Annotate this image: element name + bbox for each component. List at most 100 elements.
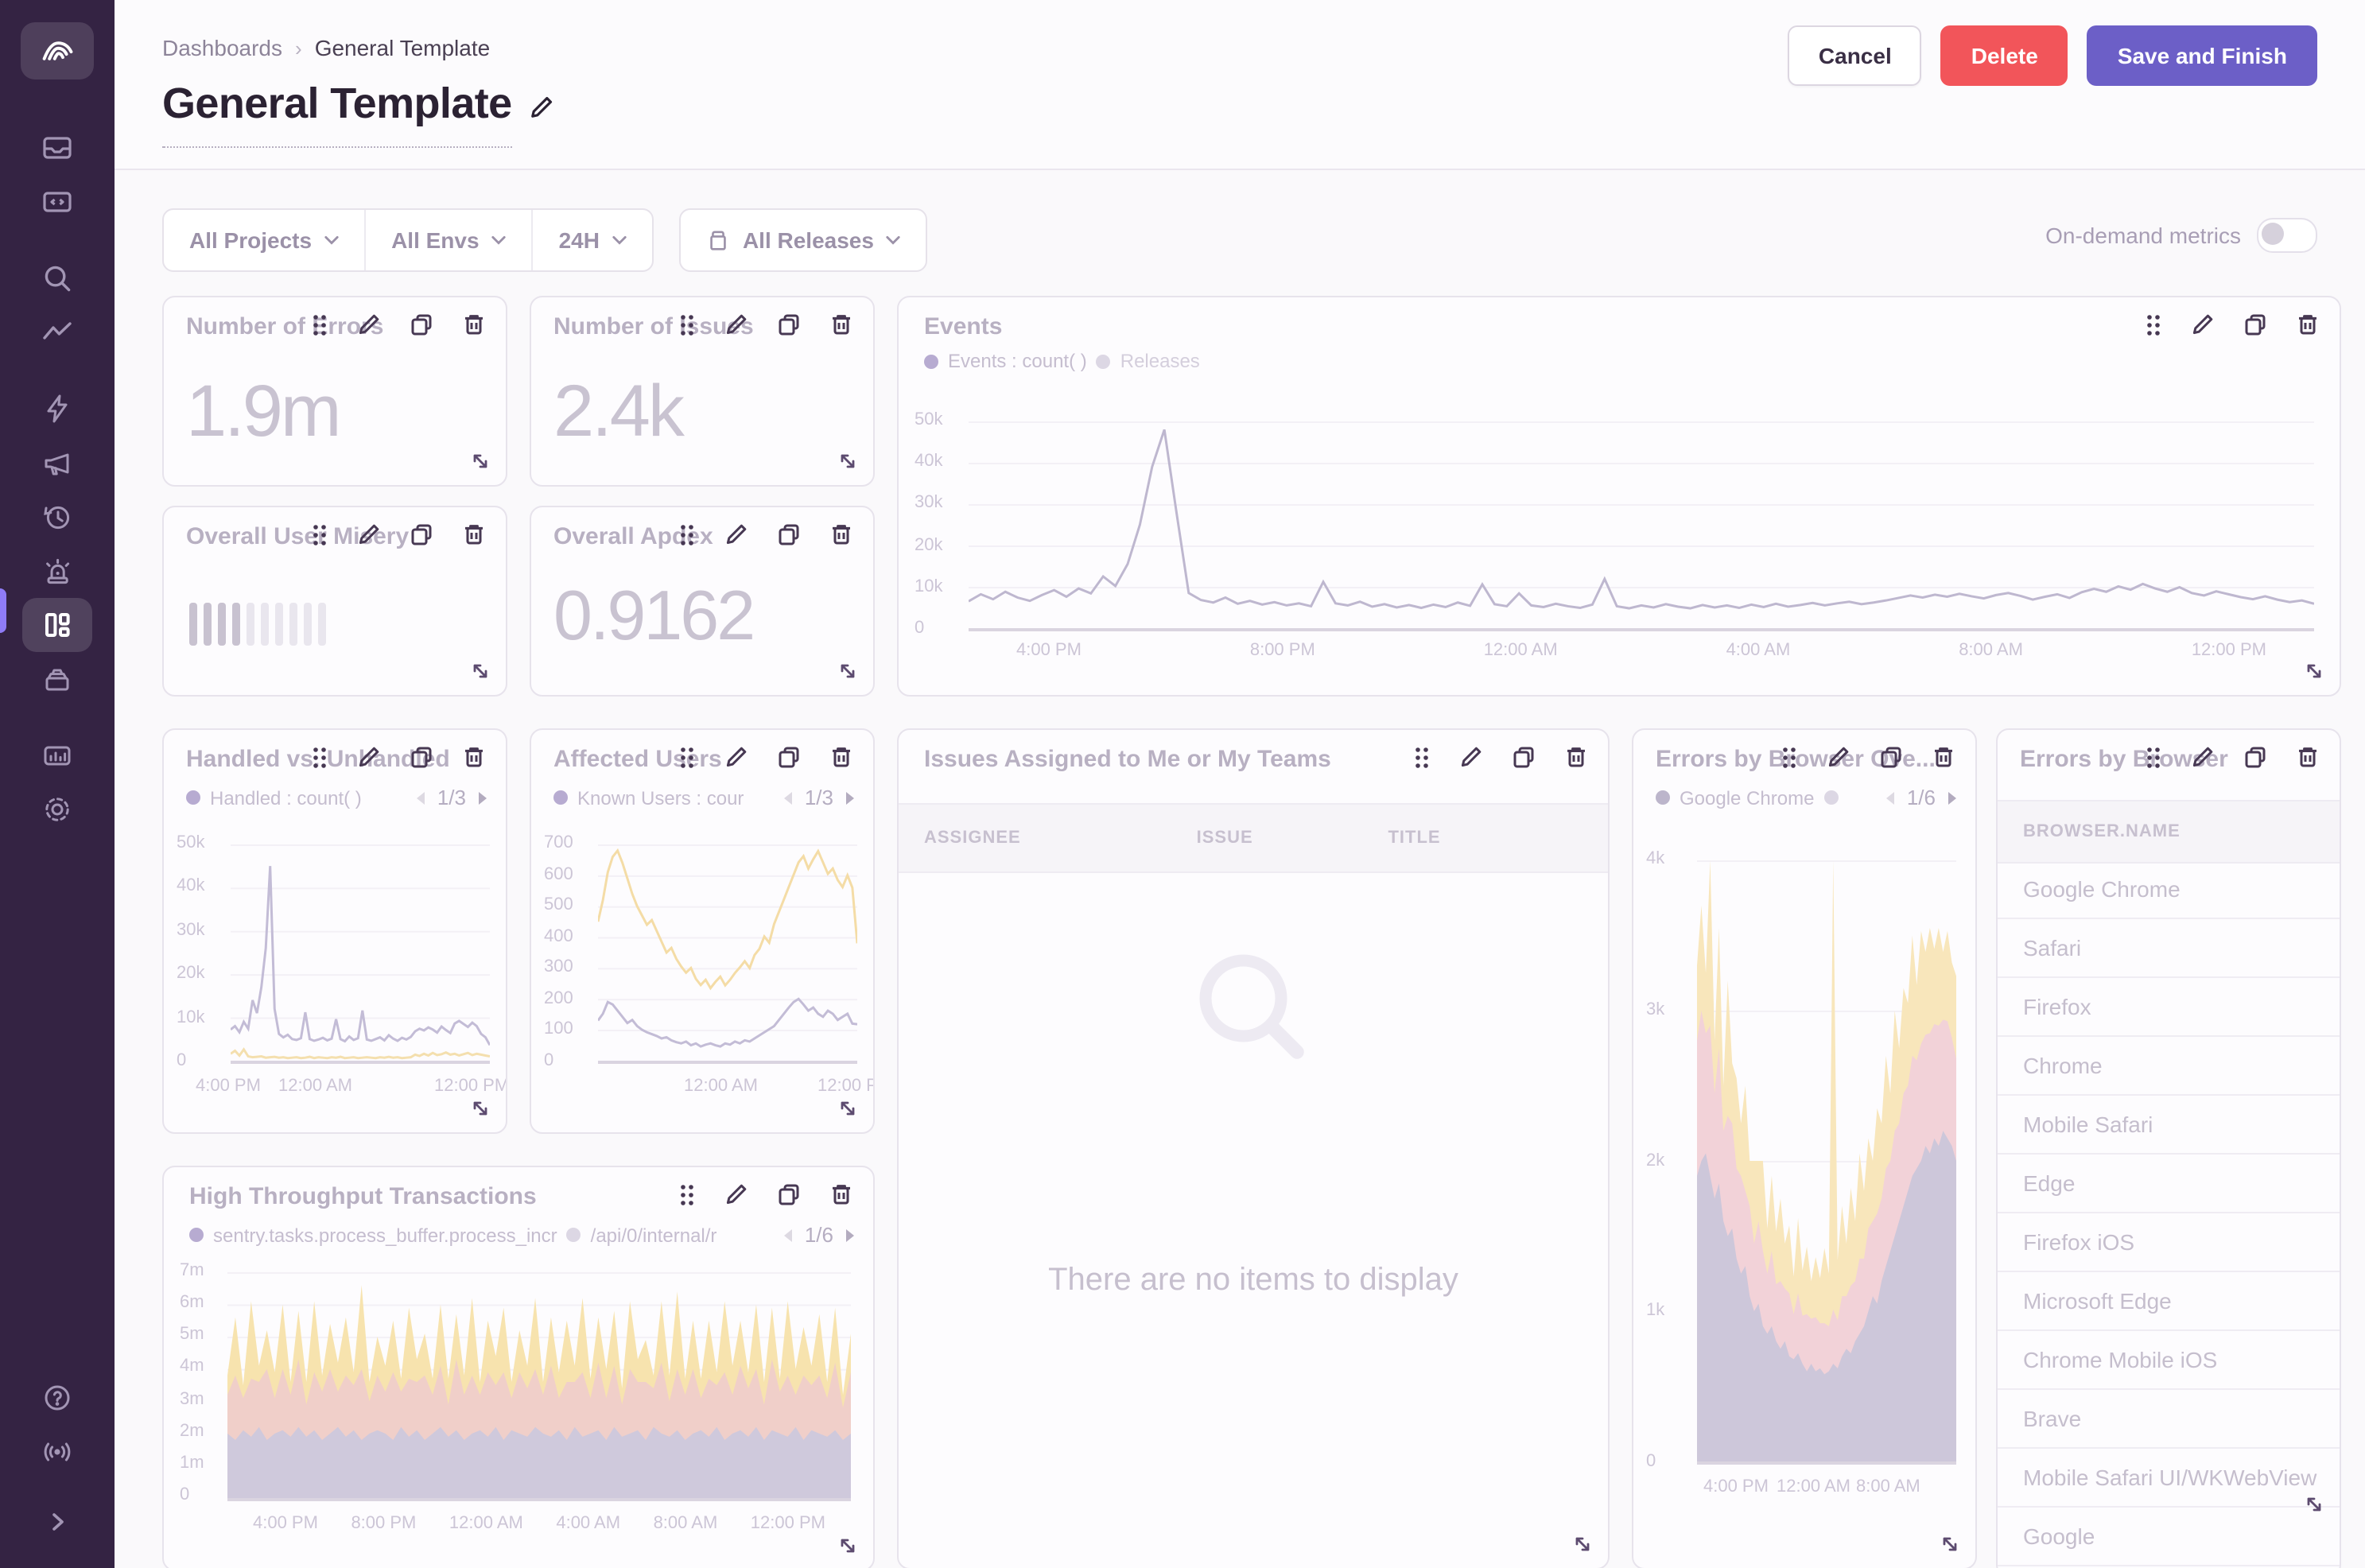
drag-handle-icon[interactable]	[1780, 745, 1799, 769]
sidebar-item-performance[interactable]	[22, 305, 92, 359]
duplicate-icon[interactable]	[2243, 312, 2268, 337]
duplicate-icon[interactable]	[409, 744, 434, 770]
table-row[interactable]: Chrome	[1998, 1037, 2340, 1096]
table-row[interactable]: Brave	[1998, 1390, 2340, 1449]
drag-handle-icon[interactable]	[2144, 745, 2163, 769]
page-next-icon[interactable]	[477, 790, 490, 805]
edit-pencil-icon[interactable]	[724, 744, 749, 770]
sidebar-item-feedback[interactable]	[22, 436, 92, 490]
duplicate-icon[interactable]	[409, 312, 434, 337]
widget-overall-user-misery[interactable]: Overall User Misery	[162, 506, 507, 697]
legend-label[interactable]: Releases	[1120, 350, 1200, 372]
legend-label[interactable]: Handled : count( )	[210, 786, 362, 809]
releases-filter[interactable]: All Releases	[681, 210, 926, 270]
duplicate-icon[interactable]	[1878, 744, 1904, 770]
resize-handle-icon[interactable]	[469, 1097, 491, 1120]
duplicate-icon[interactable]	[1511, 744, 1536, 770]
sentry-logo-icon[interactable]	[21, 22, 94, 80]
delete-trash-icon[interactable]	[461, 522, 487, 547]
resize-handle-icon[interactable]	[2303, 1493, 2325, 1516]
widget-issues-assigned[interactable]: Issues Assigned to Me or My Teams ASSIGN…	[897, 728, 1610, 1568]
widget-number-of-issues[interactable]: Number of Issues 2.4k	[530, 296, 875, 487]
sidebar-item-search[interactable]	[22, 251, 92, 305]
sidebar-item-releases[interactable]	[22, 652, 92, 706]
page-prev-icon[interactable]	[1883, 790, 1896, 805]
table-row[interactable]: Chrome Mobile iOS	[1998, 1331, 2340, 1390]
widget-high-throughput[interactable]: High Throughput Transactions sentry.task…	[162, 1166, 875, 1568]
resize-handle-icon[interactable]	[469, 450, 491, 472]
widget-overall-apdex[interactable]: Overall Apdex 0.9162	[530, 506, 875, 697]
drag-handle-icon[interactable]	[678, 1182, 697, 1206]
sidebar-item-crons-siren[interactable]	[22, 544, 92, 598]
table-row[interactable]: Safari	[1998, 919, 2340, 978]
edit-pencil-icon[interactable]	[1826, 744, 1851, 770]
sidebar-collapse-chevron[interactable]	[22, 1495, 92, 1549]
drag-handle-icon[interactable]	[678, 522, 697, 546]
delete-button[interactable]: Delete	[1940, 25, 2068, 86]
delete-trash-icon[interactable]	[1931, 744, 1956, 770]
page-next-icon[interactable]	[845, 1227, 857, 1243]
resize-handle-icon[interactable]	[469, 660, 491, 682]
table-row[interactable]: Firefox iOS	[1998, 1213, 2340, 1272]
resize-handle-icon[interactable]	[837, 660, 859, 682]
page-next-icon[interactable]	[845, 790, 857, 805]
duplicate-icon[interactable]	[776, 312, 802, 337]
resize-handle-icon[interactable]	[1571, 1533, 1594, 1555]
sidebar-item-replays[interactable]	[22, 490, 92, 544]
cancel-button[interactable]: Cancel	[1788, 25, 1922, 86]
breadcrumb-dashboards[interactable]: Dashboards	[162, 35, 282, 60]
resize-handle-icon[interactable]	[837, 1097, 859, 1120]
duplicate-icon[interactable]	[409, 522, 434, 547]
legend-label[interactable]: Known Users : cour	[577, 786, 744, 809]
edit-pencil-icon[interactable]	[1458, 744, 1484, 770]
drag-handle-icon[interactable]	[678, 312, 697, 336]
legend-label[interactable]: Google Chrome	[1680, 786, 1815, 809]
sidebar-item-settings-gear[interactable]	[22, 782, 92, 836]
legend-label[interactable]: /api/0/internal/r	[590, 1224, 717, 1246]
page-next-icon[interactable]	[1947, 790, 1959, 805]
edit-pencil-icon[interactable]	[356, 522, 382, 547]
resize-handle-icon[interactable]	[837, 450, 859, 472]
legend-label[interactable]: Events : count( )	[948, 350, 1087, 372]
sidebar-item-dashboards[interactable]	[22, 598, 92, 652]
edit-pencil-icon[interactable]	[356, 312, 382, 337]
edit-pencil-icon[interactable]	[724, 1182, 749, 1207]
drag-handle-icon[interactable]	[678, 745, 697, 769]
duplicate-icon[interactable]	[2243, 744, 2268, 770]
table-row[interactable]: Edge	[1998, 1155, 2340, 1213]
save-and-finish-button[interactable]: Save and Finish	[2087, 25, 2317, 86]
delete-trash-icon[interactable]	[461, 312, 487, 337]
resize-handle-icon[interactable]	[2303, 660, 2325, 682]
widget-events[interactable]: Events Events : count( ) Releases 50k 40k…	[897, 296, 2341, 697]
legend-label[interactable]: sentry.tasks.process_buffer.process_incr	[213, 1224, 557, 1246]
ondemand-metrics-toggle[interactable]	[2257, 218, 2317, 253]
widget-errors-by-browser-overview[interactable]: Errors by Browser Ove... Google Chrome 1…	[1632, 728, 1977, 1568]
period-filter[interactable]: 24H	[531, 210, 652, 270]
delete-trash-icon[interactable]	[829, 312, 854, 337]
drag-handle-icon[interactable]	[310, 312, 329, 336]
projects-filter[interactable]: All Projects	[164, 210, 364, 270]
delete-trash-icon[interactable]	[1563, 744, 1589, 770]
edit-pencil-icon[interactable]	[2190, 744, 2215, 770]
delete-trash-icon[interactable]	[829, 522, 854, 547]
delete-trash-icon[interactable]	[829, 744, 854, 770]
edit-title-pencil-icon[interactable]	[528, 94, 555, 129]
sidebar-item-projects[interactable]	[22, 175, 92, 229]
table-row[interactable]: Google	[1998, 1508, 2340, 1566]
page-prev-icon[interactable]	[414, 790, 426, 805]
table-row[interactable]: Firefox	[1998, 978, 2340, 1037]
sidebar-item-broadcasts[interactable]	[22, 1425, 92, 1479]
sidebar-item-issues[interactable]	[22, 121, 92, 175]
sidebar-item-stats[interactable]	[22, 728, 92, 782]
page-prev-icon[interactable]	[781, 790, 794, 805]
widget-number-of-errors[interactable]: Number of Errors 1.9m	[162, 296, 507, 487]
edit-pencil-icon[interactable]	[724, 522, 749, 547]
edit-pencil-icon[interactable]	[2190, 312, 2215, 337]
delete-trash-icon[interactable]	[461, 744, 487, 770]
duplicate-icon[interactable]	[776, 744, 802, 770]
delete-trash-icon[interactable]	[2295, 744, 2320, 770]
duplicate-icon[interactable]	[776, 1182, 802, 1207]
table-row[interactable]: Google Chrome	[1998, 860, 2340, 919]
widget-errors-by-browser-table[interactable]: Errors by Browser BROWSER.NAME Google Ch…	[1996, 728, 2341, 1568]
table-row[interactable]: Mobile Safari UI/WKWebView	[1998, 1449, 2340, 1508]
